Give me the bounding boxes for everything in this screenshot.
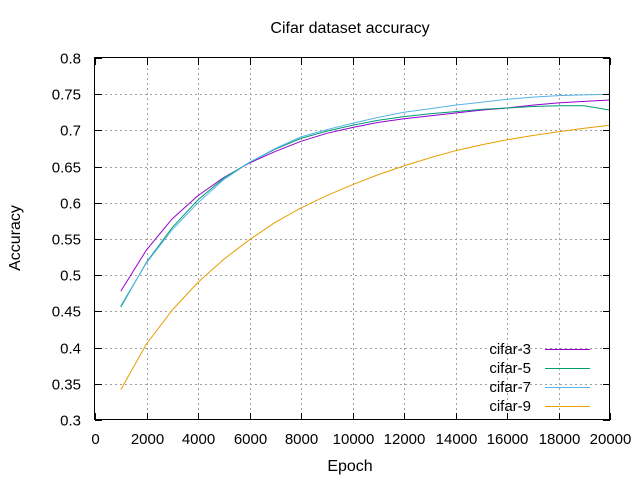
y-tick-label: 0.5 — [60, 268, 81, 285]
chart-title: Cifar dataset accuracy — [270, 20, 429, 37]
series-line-cifar-9 — [120, 124, 611, 390]
x-axis-title: Epoch — [327, 458, 372, 475]
x-tick-label: 4000 — [182, 431, 215, 448]
y-tick-label: 0.45 — [52, 304, 81, 321]
y-tick-label: 0.7 — [60, 123, 81, 140]
series-layer — [120, 93, 611, 390]
x-tick-label: 6000 — [234, 431, 267, 448]
series-line-cifar-7 — [120, 93, 611, 306]
x-tick-label: 18000 — [539, 431, 581, 448]
y-tick-label: 0.35 — [52, 377, 81, 394]
y-tick-label: 0.75 — [52, 87, 81, 104]
legend-label-cifar-7: cifar-7 — [489, 379, 531, 396]
y-tick-label: 0.55 — [52, 232, 81, 249]
legend: cifar-3 cifar-5 cifar-7 cifar-9 — [489, 341, 590, 415]
grid — [95, 58, 610, 420]
y-axis-title: Accuracy — [7, 205, 24, 271]
ticks: 0.3 0.35 0.4 0.45 0.5 0.55 0.6 0.65 0.7 0.75 0.8 0 2… — [52, 51, 632, 449]
y-tick-label: 0.4 — [60, 341, 81, 358]
legend-label-cifar-9: cifar-9 — [489, 398, 531, 415]
y-tick-label: 0.8 — [60, 51, 81, 68]
plot-frame — [94, 57, 610, 420]
series-line-cifar-3 — [120, 99, 611, 292]
x-tick-label: 10000 — [333, 431, 375, 448]
y-tick-label: 0.65 — [52, 160, 81, 177]
y-tick-label: 0.6 — [60, 196, 81, 213]
x-tick-label: 16000 — [487, 431, 529, 448]
x-tick-label: 2000 — [131, 431, 164, 448]
legend-label-cifar-5: cifar-5 — [489, 360, 531, 377]
y-tick-label: 0.3 — [60, 413, 81, 430]
x-tick-label: 14000 — [436, 431, 478, 448]
legend-label-cifar-3: cifar-3 — [489, 341, 531, 358]
x-tick-label: 0 — [91, 431, 99, 448]
x-tick-label: 20000 — [590, 431, 632, 448]
x-tick-label: 12000 — [384, 431, 426, 448]
series-line-cifar-5 — [120, 105, 611, 308]
x-tick-label: 8000 — [285, 431, 318, 448]
